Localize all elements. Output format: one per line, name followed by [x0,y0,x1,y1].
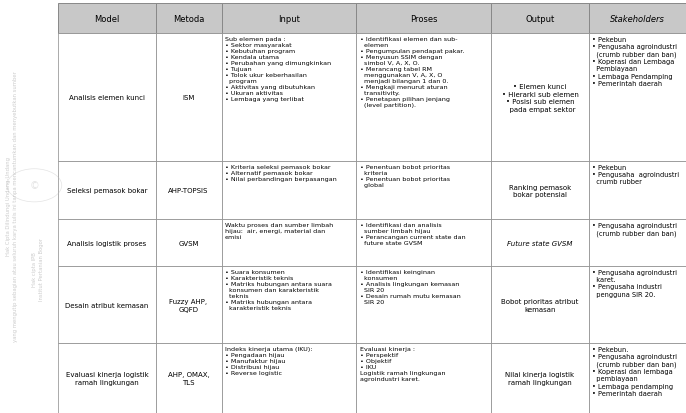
Text: • Pekebun
• Pengusaha  agroindustri
  crumb rubber: • Pekebun • Pengusaha agroindustri crumb… [592,164,679,185]
Bar [357,162,491,220]
Text: Hak Cipta Dilindungi Undang-Undang
yang mengutip sebagian atau seluruh karya tul: Hak Cipta Dilindungi Undang-Undang yang … [6,71,19,342]
Bar [58,220,156,267]
Bar [222,344,357,413]
Text: Analisis logistik proses: Analisis logistik proses [67,240,147,246]
Text: Seleksi pemasok bokar: Seleksi pemasok bokar [67,188,147,194]
Bar [589,34,686,162]
Bar [222,267,357,344]
Bar [58,4,156,34]
Bar [156,344,222,413]
Bar [491,220,589,267]
Text: • Penentuan bobot prioritas
  kriteria
• Penentuan bobot prioritas
  global: • Penentuan bobot prioritas kriteria • P… [360,164,450,187]
Text: Fuzzy AHP,
GQFD: Fuzzy AHP, GQFD [169,299,208,312]
Text: AHP, OMAX,
TLS: AHP, OMAX, TLS [167,372,209,385]
Text: Model: Model [94,15,119,24]
Text: • Pekebun.
• Pengusaha agroindustri
  (crumb rubber dan ban)
• Koperasi dan lemb: • Pekebun. • Pengusaha agroindustri (cru… [592,346,677,396]
Text: Future state GVSM: Future state GVSM [508,240,573,246]
Text: Evaluasi kinerja :
• Perspektif
• Objektif
• IKU
Logistik ramah lingkungan
agroi: Evaluasi kinerja : • Perspektif • Objekt… [360,346,445,381]
Bar [491,34,589,162]
Text: Metoda: Metoda [173,15,204,24]
Bar [156,220,222,267]
Bar [222,4,357,34]
Text: Output: Output [525,15,555,24]
Bar [589,220,686,267]
Text: Nilai kinerja logistik
ramah lingkungan: Nilai kinerja logistik ramah lingkungan [506,372,575,385]
Bar [156,4,222,34]
Bar [58,344,156,413]
Bar [58,162,156,220]
Text: • Identifikasi keinginan
  konsumen
• Analisis lingkungan kemasan
  SIR 20
• Des: • Identifikasi keinginan konsumen • Anal… [360,269,460,304]
Text: Waktu proses dan sumber limbah
hijau:  air, energi, material dan
emisi: Waktu proses dan sumber limbah hijau: ai… [225,222,333,239]
Text: • Pengusaha agroindustri
  karet.
• Pengusaha industri
  pengguna SIR 20.: • Pengusaha agroindustri karet. • Pengus… [592,269,677,297]
Bar [491,344,589,413]
Bar [491,267,589,344]
Text: Hak cipta IPB
Institut Pertanian Bogor: Hak cipta IPB Institut Pertanian Bogor [32,237,44,300]
Text: ©: © [29,181,39,191]
Text: Desain atribut kemasan: Desain atribut kemasan [65,302,149,308]
Text: • Kriteria seleksi pemasok bokar
• Alternatif pemasok bokar
• Nilai perbandingan: • Kriteria seleksi pemasok bokar • Alter… [225,164,337,181]
Bar [357,344,491,413]
Text: Sub elemen pada :
• Sektor masyarakat
• Kebutuhan program
• Kendala utama
• Peru: Sub elemen pada : • Sektor masyarakat • … [225,37,331,102]
Bar [589,344,686,413]
Text: AHP-TOPSIS: AHP-TOPSIS [168,188,209,194]
Text: • Pekebun
• Pengusaha agroindustri
  (crumb rubber dan ban)
• Koperasi dan Lemba: • Pekebun • Pengusaha agroindustri (crum… [592,37,677,87]
Text: • Identifikasi elemen dan sub-
  elemen
• Pengumpulan pendapat pakar.
• Menyusun: • Identifikasi elemen dan sub- elemen • … [360,37,464,107]
Text: Proses: Proses [410,15,438,24]
Bar [156,162,222,220]
Bar [589,162,686,220]
Bar [156,34,222,162]
Text: ISM: ISM [182,95,195,101]
Bar [357,267,491,344]
Bar [58,267,156,344]
Bar [589,267,686,344]
Text: Ranking pemasok
bokar potensial: Ranking pemasok bokar potensial [509,184,571,197]
Bar [589,4,686,34]
Text: • Suara konsumen
• Karakteristik teknis
• Matriks hubungan antara suara
  konsum: • Suara konsumen • Karakteristik teknis … [225,269,332,310]
Text: • Identifikasi dan analisis
  sumber limbah hijau
• Perancangan current state da: • Identifikasi dan analisis sumber limba… [360,222,466,245]
Bar [491,4,589,34]
Text: GVSM: GVSM [178,240,199,246]
Bar [357,4,491,34]
Text: • Pengusaha agroindustri
  (crumb rubber dan ban): • Pengusaha agroindustri (crumb rubber d… [592,222,677,236]
Text: Analisis elemen kunci: Analisis elemen kunci [69,95,145,101]
Text: Indeks kinerja utama (IKU):
• Pengadaan hijau
• Manufaktur hijau
• Distribusi hi: Indeks kinerja utama (IKU): • Pengadaan … [225,346,312,375]
Bar [222,162,357,220]
Bar [58,34,156,162]
Bar [357,34,491,162]
Bar [222,220,357,267]
Text: Evaluasi kinerja logistik
ramah lingkungan: Evaluasi kinerja logistik ramah lingkung… [66,372,148,385]
Text: Input: Input [278,15,300,24]
Bar [222,34,357,162]
Bar [156,267,222,344]
Text: • Elemen kunci
• Hierarki sub elemen
• Posisi sub elemen
  pada empat sektor: • Elemen kunci • Hierarki sub elemen • P… [501,84,578,112]
Text: Bobot prioritas atribut
kemasan: Bobot prioritas atribut kemasan [501,299,579,312]
Text: Stakeholders: Stakeholders [610,15,665,24]
Bar [357,220,491,267]
Bar [491,162,589,220]
